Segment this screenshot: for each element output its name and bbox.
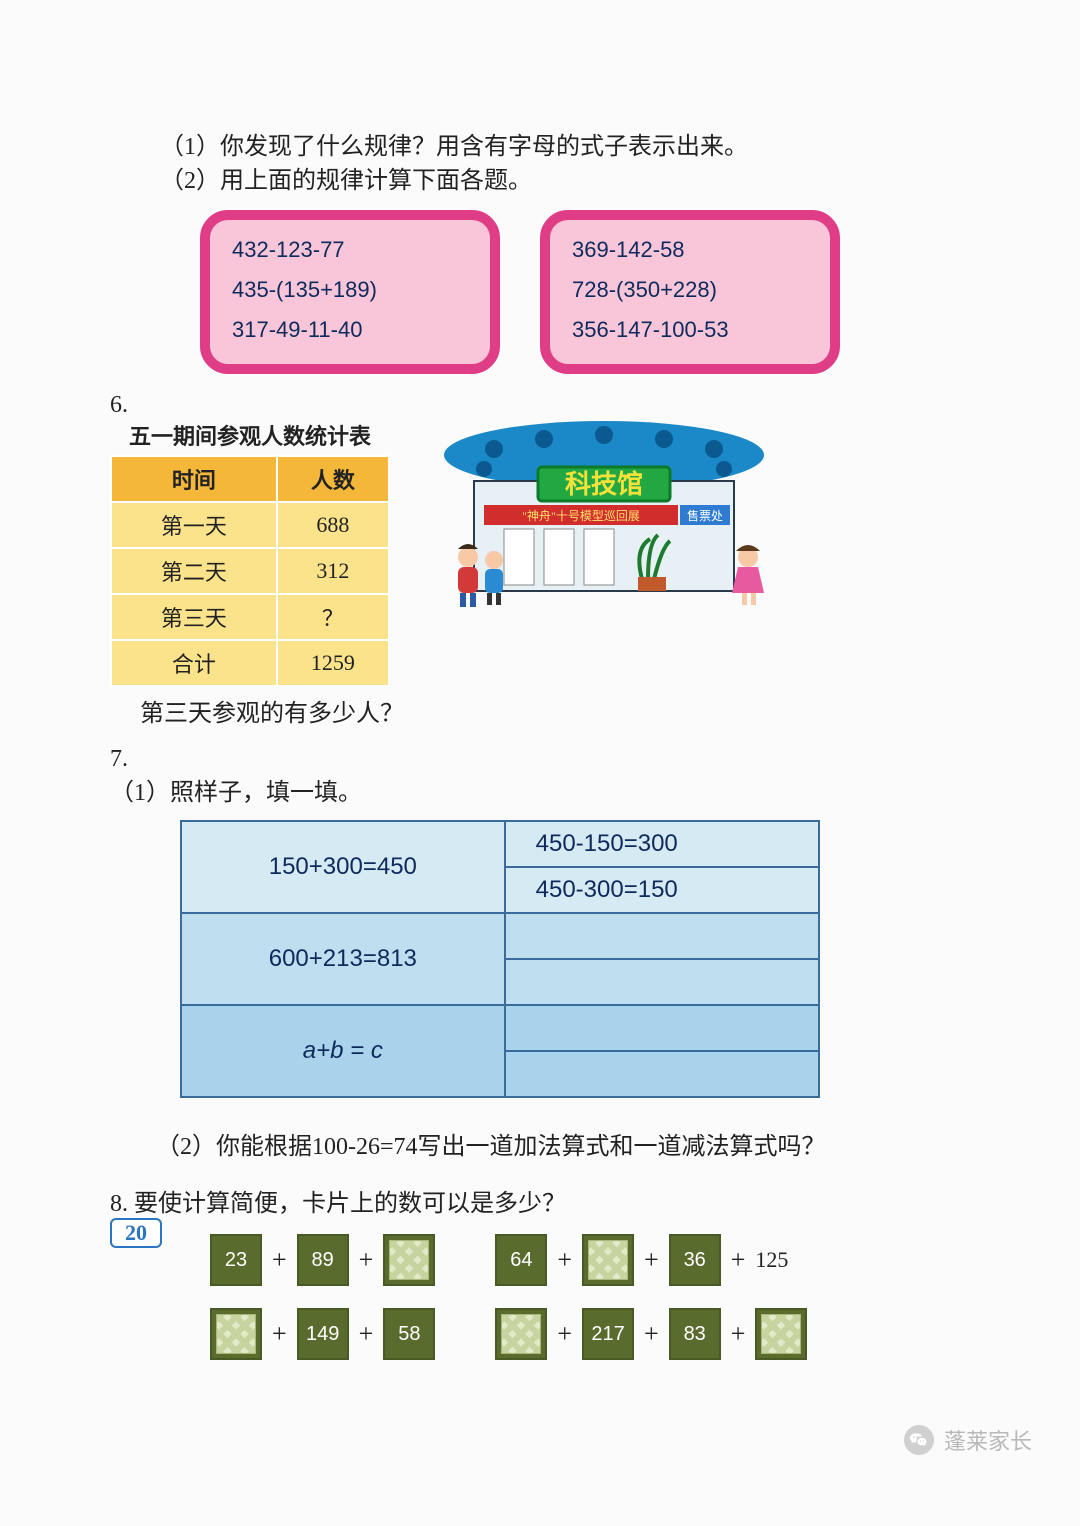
td: 688 [277, 502, 389, 548]
cell-eq1a: 450-150=300 [505, 821, 819, 867]
problem-7-q1: （1）照样子，填一填。 [110, 776, 940, 810]
plus-sign: + [359, 1319, 374, 1349]
plus-sign: + [272, 1319, 287, 1349]
chip-blank [383, 1234, 435, 1286]
th-count: 人数 [277, 456, 389, 502]
plus-sign: + [644, 1245, 659, 1275]
wechat-icon [904, 1425, 934, 1455]
chip-group: 23 +89 + [210, 1234, 435, 1286]
problem-7-q2: （2）你能根据100-26=74写出一道加法算式和一道减法算式吗？ [156, 1126, 940, 1161]
plus-sign: + [557, 1319, 572, 1349]
td: 1259 [277, 640, 389, 686]
page-number: 20 [110, 1218, 162, 1248]
watermark-text: 蓬莱家长 [944, 1424, 1032, 1456]
td: ？ [277, 594, 389, 640]
problem-7-number: 7. [110, 742, 940, 776]
chip-group: +149 +58 [210, 1308, 435, 1360]
question-2-text: （2）用上面的规律计算下面各题。 [160, 164, 940, 198]
chip-number: 149 [297, 1308, 349, 1360]
museum-illustration: 科技馆 "神舟"十号模型巡回展 售票处 [434, 419, 814, 619]
td: 第三天 [111, 594, 277, 640]
card-expr: 317-49-11-40 [232, 310, 468, 350]
chip-blank [495, 1308, 547, 1360]
chip-number: 23 [210, 1234, 262, 1286]
expression-cards: 432-123-77 435-(135+189) 317-49-11-40 36… [200, 210, 940, 374]
th-time: 时间 [111, 456, 277, 502]
chip-rows: 23 +89 +64 + +36 +125 +149 +58 +217 +83 + [210, 1234, 940, 1360]
ticket-booth: 售票处 [687, 508, 723, 523]
question-1-text: （1）你发现了什么规律？用含有字母的式子表示出来。 [160, 130, 940, 164]
cell-eq1b: 450-300=150 [505, 867, 819, 913]
watermark: 蓬莱家长 [904, 1424, 1032, 1456]
chip-number: 217 [582, 1308, 634, 1360]
chip-number: 58 [383, 1308, 435, 1360]
trail-number: 125 [755, 1247, 788, 1273]
chip-group: +217 +83 + [495, 1308, 807, 1360]
plus-sign: + [359, 1245, 374, 1275]
card-expr: 432-123-77 [232, 230, 468, 270]
card-right: 369-142-58 728-(350+228) 356-147-100-53 [540, 210, 840, 374]
plus-sign: + [557, 1245, 572, 1275]
card-expr: 728-(350+228) [572, 270, 808, 310]
plus-sign: + [731, 1319, 746, 1349]
cell-blank [505, 1005, 819, 1051]
cell-blank [505, 913, 819, 959]
chip-blank [755, 1308, 807, 1360]
td: 第一天 [111, 502, 277, 548]
cell-eq1: 150+300=450 [181, 821, 505, 913]
td: 合计 [111, 640, 277, 686]
chip-number: 89 [297, 1234, 349, 1286]
cell-blank [505, 959, 819, 1005]
museum-sign: 科技馆 [565, 469, 643, 499]
chip-group: 64 + +36 +125 [495, 1234, 788, 1286]
cell-blank [505, 1051, 819, 1097]
relation-table: 150+300=450 450-150=300 450-300=150 600+… [180, 820, 820, 1098]
problem-6-number: 6. [110, 392, 128, 418]
plus-sign: + [272, 1245, 287, 1275]
cell-eq3: a+b = c [181, 1005, 505, 1097]
td: 312 [277, 548, 389, 594]
plus-sign: + [644, 1319, 659, 1349]
chip-blank [582, 1234, 634, 1286]
card-expr: 435-(135+189) [232, 270, 468, 310]
problem-6-question: 第三天参观的有多少人？ [140, 693, 404, 728]
card-left: 432-123-77 435-(135+189) 317-49-11-40 [200, 210, 500, 374]
card-expr: 369-142-58 [572, 230, 808, 270]
card-expr: 356-147-100-53 [572, 310, 808, 350]
museum-banner: "神舟"十号模型巡回展 [522, 509, 640, 523]
stats-table: 时间人数 第一天688 第二天312 第三天？ 合计1259 [110, 455, 390, 687]
chip-number: 83 [669, 1308, 721, 1360]
stats-table-title: 五一期间参观人数统计表 [110, 419, 390, 451]
chip-number: 64 [495, 1234, 547, 1286]
chip-number: 36 [669, 1234, 721, 1286]
chip-blank [210, 1308, 262, 1360]
plus-sign: + [731, 1245, 746, 1275]
problem-8-number: 8. [110, 1191, 128, 1217]
td: 第二天 [111, 548, 277, 594]
problem-8-question: 要使计算简便，卡片上的数可以是多少？ [134, 1191, 566, 1217]
cell-eq2: 600+213=813 [181, 913, 505, 1005]
